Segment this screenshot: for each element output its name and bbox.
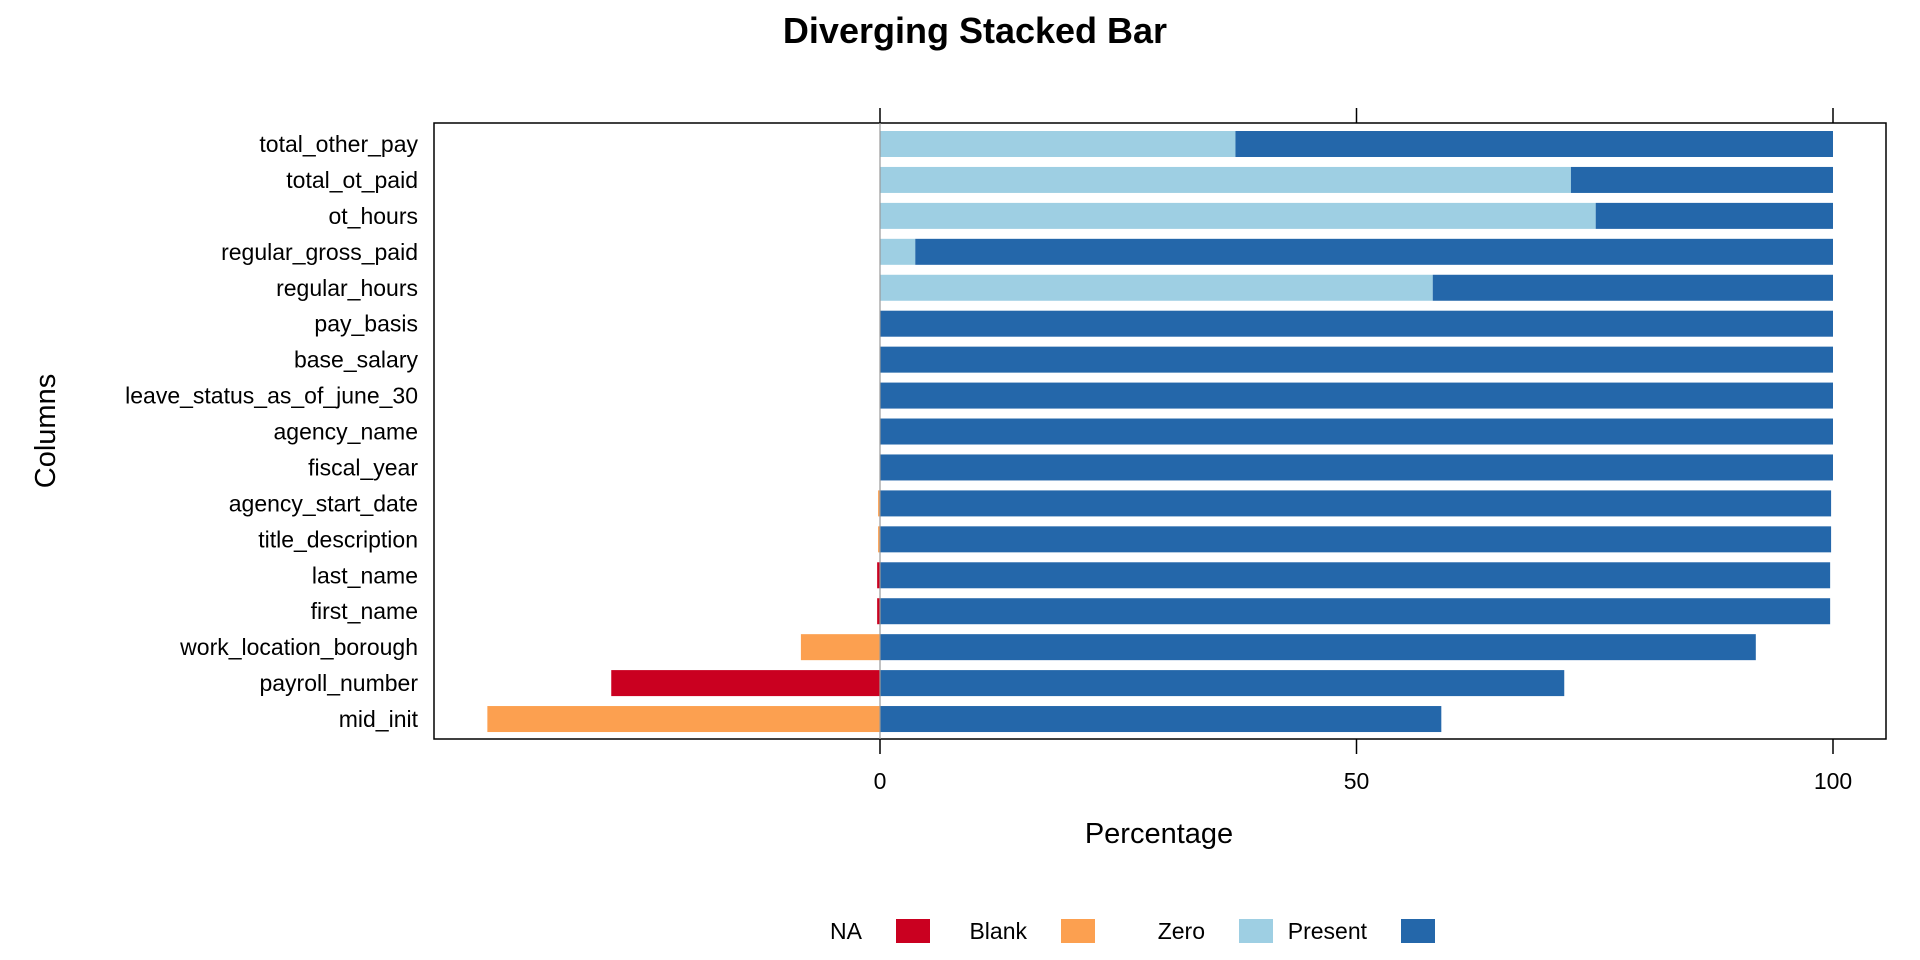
y-axis-title: Columns [30, 374, 62, 488]
category-label: mid_init [339, 706, 419, 732]
bar-present-pay_basis [880, 310, 1833, 337]
legend-label: Zero [1158, 918, 1205, 944]
legend-label: Blank [969, 918, 1027, 944]
legend-item-na: NA [830, 918, 930, 944]
category-labels: total_other_pay total_ot_paid ot_hoursregu… [125, 131, 418, 732]
bar-na-payroll_number [611, 670, 880, 697]
legend-item-blank: Blank [969, 918, 1095, 944]
bar-present-title_description [880, 526, 1832, 553]
category-label: total_other_pay [259, 131, 418, 157]
legend-item-zero: Zero [1158, 918, 1273, 944]
legend: NA Blank Zero Present [830, 918, 1435, 944]
bar-zero-regular_hours [880, 274, 1433, 301]
bar-blank-mid_init [487, 706, 880, 733]
bar-present-last_name [880, 562, 1831, 589]
bar-present-agency_start_date [880, 490, 1832, 517]
bar-present-work_location_borough [880, 634, 1756, 661]
category-label: payroll_number [259, 670, 418, 696]
legend-label: Present [1288, 918, 1368, 944]
bar-present-first_name [880, 598, 1831, 625]
category-label: fiscal_year [308, 454, 418, 480]
category-label: pay_basis [314, 311, 418, 337]
bar-present-total_ot_paid [1570, 166, 1833, 193]
bar-zero-total_other_pay [880, 131, 1236, 157]
legend-swatch [1401, 919, 1435, 943]
category-label: title_description [258, 526, 418, 552]
category-label: ot_hours [328, 203, 418, 229]
category-label: total_ot_paid [286, 167, 418, 193]
bar-zero-ot_hours [880, 202, 1596, 229]
x-axis: 0 50 100 [874, 108, 1852, 794]
plot-frame [433, 122, 1887, 740]
category-label: regular_gross_paid [221, 239, 418, 265]
bar-present-ot_hours [1595, 202, 1833, 229]
legend-swatch [1061, 919, 1095, 943]
bar-present-base_salary [880, 346, 1833, 373]
bar-present-leave_status_as_of_june_30 [880, 382, 1833, 409]
bar-na-first_name [877, 598, 880, 625]
bar-na-last_name [877, 562, 880, 589]
bar-present-mid_init [880, 706, 1442, 733]
bar-present-regular_gross_paid [915, 238, 1833, 265]
bars-layer [487, 123, 1833, 739]
x-tick-label: 0 [874, 768, 887, 794]
bar-present-payroll_number [880, 670, 1565, 697]
legend-swatch [1239, 919, 1273, 943]
bar-present-total_other_pay [1235, 131, 1833, 157]
bar-blank-work_location_borough [800, 634, 880, 661]
category-label: last_name [312, 562, 418, 588]
legend-swatch [896, 919, 930, 943]
category-label: base_salary [294, 347, 419, 373]
legend-item-present: Present [1288, 918, 1435, 944]
bar-zero-regular_gross_paid [880, 238, 916, 265]
legend-label: NA [830, 918, 863, 944]
bar-present-regular_hours [1432, 274, 1833, 301]
x-tick-label: 50 [1344, 768, 1370, 794]
bar-blank-title_description [878, 526, 880, 553]
x-tick-label: 100 [1814, 768, 1852, 794]
category-label: agency_start_date [229, 490, 418, 516]
bar-zero-total_ot_paid [880, 166, 1571, 193]
category-label: leave_status_as_of_june_30 [125, 383, 418, 409]
category-label: regular_hours [276, 275, 418, 301]
x-axis-title: Percentage [1085, 818, 1233, 850]
chart-title: Diverging Stacked Bar [783, 10, 1167, 51]
bar-present-fiscal_year [880, 454, 1833, 481]
category-label: first_name [311, 598, 418, 624]
bar-present-agency_name [880, 418, 1833, 445]
category-label: agency_name [274, 419, 419, 445]
bar-blank-agency_start_date [878, 490, 880, 517]
category-label: work_location_borough [179, 634, 418, 660]
